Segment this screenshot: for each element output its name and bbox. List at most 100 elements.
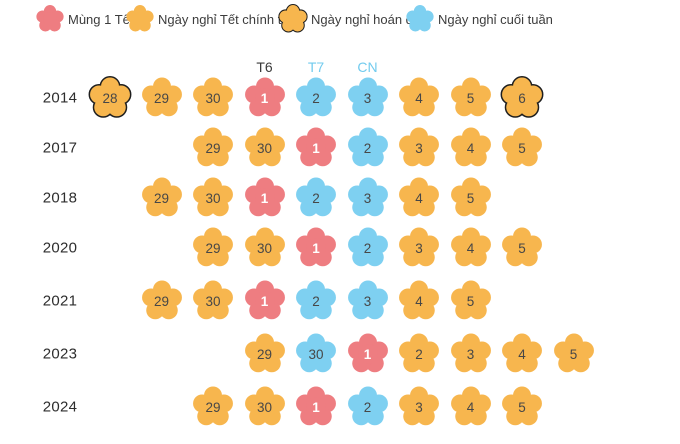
day-number: 3 — [363, 190, 372, 206]
day-flower-official: 30 — [191, 176, 235, 220]
day-number: 2 — [312, 293, 320, 309]
year-label-2021: 2021 — [42, 292, 78, 310]
legend-item-swapped-holiday: Ngày nghỉ hoán đổi — [278, 3, 424, 34]
day-flower-tet: 1 — [294, 385, 338, 429]
day-number: 29 — [205, 140, 221, 156]
day-number: 30 — [256, 140, 273, 156]
day-number: 3 — [466, 346, 475, 362]
day-number: 1 — [312, 140, 320, 156]
day-number: 29 — [153, 190, 170, 206]
day-flower-official: 5 — [500, 385, 544, 429]
day-number: 29 — [256, 346, 273, 362]
day-flower-official: 29 — [140, 76, 184, 120]
day-flower-official: 4 — [449, 226, 493, 270]
year-label-2017: 2017 — [42, 139, 78, 157]
day-flower-tet: 1 — [243, 176, 287, 220]
day-flower-weekend: 2 — [346, 226, 390, 270]
day-number: 2 — [312, 190, 320, 206]
day-number: 29 — [205, 240, 221, 256]
day-number: 4 — [518, 346, 526, 362]
day-number: 5 — [569, 346, 578, 362]
day-flower-official: 5 — [500, 126, 544, 170]
legend-label-mung-1-tet: Mùng 1 Tết — [68, 11, 134, 27]
day-flower-weekend: 3 — [346, 76, 390, 120]
day-flower-official: 29 — [243, 332, 287, 376]
day-number: 30 — [205, 293, 221, 309]
day-flower-tet: 1 — [346, 332, 390, 376]
day-number: 3 — [363, 293, 372, 309]
day-flower-tet: 1 — [243, 76, 287, 120]
day-number: 5 — [518, 399, 526, 415]
day-flower-official: 30 — [191, 279, 235, 323]
day-flower-weekend: 2 — [346, 385, 390, 429]
day-flower-official: 3 — [397, 226, 441, 270]
year-label-2014: 2014 — [42, 89, 78, 107]
day-number: 5 — [466, 190, 475, 206]
day-flower-official: 29 — [140, 176, 184, 220]
weekday-header-t6: T6 — [256, 59, 273, 75]
day-number: 2 — [363, 240, 372, 256]
weekday-header-cn: CN — [357, 59, 378, 75]
day-flower-weekend: 3 — [346, 279, 390, 323]
day-number: 5 — [518, 240, 526, 256]
day-flower-official: 3 — [397, 126, 441, 170]
day-number: 6 — [518, 90, 526, 106]
day-number: 4 — [415, 293, 423, 309]
day-flower-official: 5 — [449, 176, 493, 220]
day-flower-official: 5 — [552, 332, 596, 376]
day-number: 1 — [260, 293, 269, 309]
day-flower-weekend: 2 — [294, 176, 338, 220]
day-flower-official: 29 — [140, 279, 184, 323]
day-number: 30 — [308, 346, 324, 362]
day-flower-official: 30 — [191, 76, 235, 120]
day-flower-official: 29 — [191, 385, 235, 429]
legend-item-weekend: Ngày nghỉ cuối tuần — [405, 4, 553, 34]
day-number: 30 — [256, 240, 273, 256]
day-number: 3 — [415, 140, 423, 156]
day-flower-swap: 6 — [500, 76, 544, 120]
official-holiday-flower-icon — [126, 5, 154, 32]
day-number: 1 — [312, 240, 320, 256]
day-number: 5 — [466, 293, 475, 309]
day-number: 4 — [415, 190, 423, 206]
year-label-2023: 2023 — [42, 345, 78, 363]
weekend-flower-icon — [406, 5, 434, 32]
day-number: 1 — [363, 346, 372, 362]
year-label-2018: 2018 — [42, 189, 78, 207]
day-number: 4 — [466, 399, 475, 415]
weekday-header-t7: T7 — [307, 59, 325, 75]
day-flower-official: 4 — [449, 126, 493, 170]
legend-item-mung-1-tet: Mùng 1 Tết — [35, 4, 134, 34]
day-flower-weekend: 2 — [346, 126, 390, 170]
day-flower-tet: 1 — [243, 279, 287, 323]
day-flower-swap: 28 — [88, 76, 132, 120]
day-number: 2 — [363, 140, 372, 156]
day-number: 30 — [256, 399, 273, 415]
legend-item-official-holiday: Ngày nghỉ Tết chính thức — [125, 4, 304, 34]
day-number: 1 — [260, 90, 269, 106]
day-flower-official: 3 — [397, 385, 441, 429]
year-label-2020: 2020 — [42, 239, 78, 257]
year-label-2024: 2024 — [42, 398, 78, 416]
day-flower-official: 2 — [397, 332, 441, 376]
day-flower-official: 5 — [449, 76, 493, 120]
day-number: 3 — [363, 90, 372, 106]
day-number: 5 — [518, 140, 526, 156]
day-flower-official: 30 — [243, 226, 287, 270]
day-flower-tet: 1 — [294, 126, 338, 170]
day-number: 1 — [260, 190, 269, 206]
day-number: 4 — [466, 240, 475, 256]
day-number: 29 — [153, 90, 170, 106]
day-flower-official: 5 — [449, 279, 493, 323]
day-number: 2 — [363, 399, 372, 415]
mung-1-tet-flower-icon — [36, 5, 64, 32]
day-flower-official: 4 — [500, 332, 544, 376]
day-flower-official: 4 — [397, 279, 441, 323]
day-flower-official: 4 — [397, 176, 441, 220]
day-flower-official: 4 — [397, 76, 441, 120]
day-number: 3 — [415, 399, 423, 415]
day-number: 29 — [205, 399, 221, 415]
legend-label-swapped-holiday: Ngày nghỉ hoán đổi — [311, 11, 424, 27]
day-number: 4 — [466, 140, 475, 156]
